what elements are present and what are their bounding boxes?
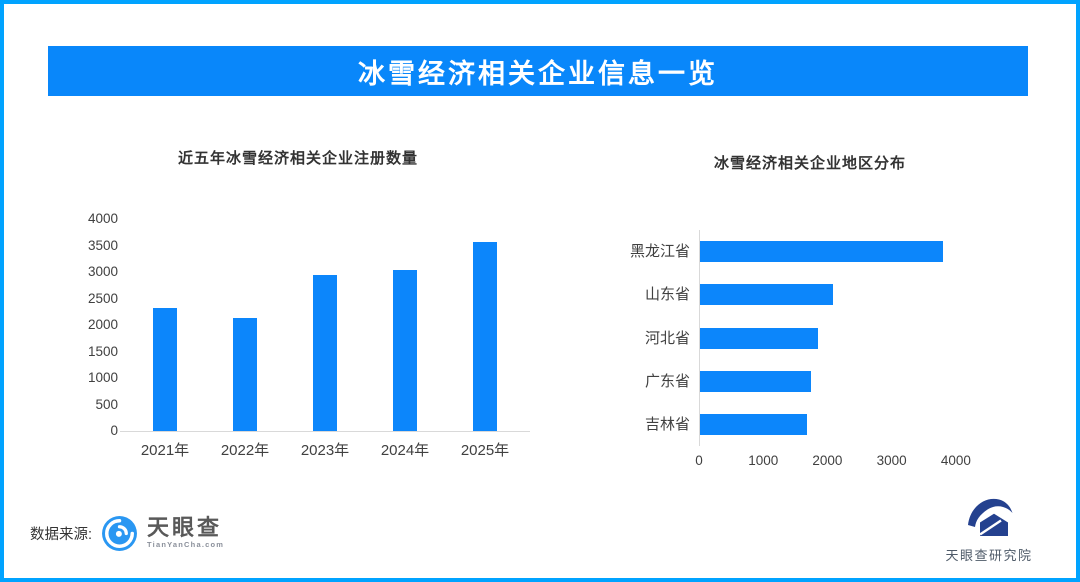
tianyancha-domain: TianYanCha.com xyxy=(147,540,225,550)
y-axis-line xyxy=(699,230,700,446)
bar-吉林省 xyxy=(700,413,807,435)
bar-黑龙江省 xyxy=(700,241,944,263)
y-axis-tick-label: 2000 xyxy=(87,317,118,332)
bar-2021年 xyxy=(153,308,177,431)
x-axis-tick-label: 4000 xyxy=(940,453,971,468)
x-axis-line xyxy=(120,431,530,432)
tianyancha-logo: 天眼查 TianYanCha.com xyxy=(147,517,224,549)
bar-2025年 xyxy=(473,241,497,431)
x-axis-tick-label: 1000 xyxy=(748,453,779,468)
y-axis-tick-label: 1000 xyxy=(87,370,118,385)
region-label: 吉林省 xyxy=(644,415,690,433)
page-title: 冰雪经济相关企业信息一览 xyxy=(358,58,718,89)
y-axis-tick-label: 2500 xyxy=(87,290,118,306)
x-axis-category-label: 2021年 xyxy=(140,442,190,459)
bar-山东省 xyxy=(700,284,833,306)
region-chart: 冰雪经济相关企业地区分布 黑龙江省山东省河北省广东省吉林省 0 1000 2000 30… xyxy=(610,140,1010,480)
registration-chart-title: 近五年冰雪经济相关企业注册数量 xyxy=(177,150,418,167)
x-axis-tick-label: 2000 xyxy=(812,453,843,468)
region-label: 广东省 xyxy=(644,372,690,390)
bar-2023年 xyxy=(313,274,337,431)
y-axis-tick-label: 3500 xyxy=(87,237,118,253)
x-axis-tick-label: 3000 xyxy=(876,453,907,468)
bar-河北省 xyxy=(700,327,819,349)
bar-2024年 xyxy=(393,269,417,431)
y-axis-tick-label: 3000 xyxy=(87,264,118,279)
region-label: 河北省 xyxy=(644,329,690,347)
research-institute-logo: 天眼查研究院 xyxy=(933,492,1045,564)
region-label: 山东省 xyxy=(644,286,690,304)
header-banner: 冰雪经济相关企业信息一览 xyxy=(48,46,1028,96)
x-axis-category-label: 2023年 xyxy=(300,442,350,459)
y-axis-tick-label: 4000 xyxy=(87,211,118,226)
x-axis-category-label: 2024年 xyxy=(380,442,430,459)
y-axis-tick-label: 0 xyxy=(110,423,118,438)
bar-广东省 xyxy=(700,370,812,392)
x-axis-tick-label: 0 xyxy=(695,453,703,468)
tianyancha-swirl-icon xyxy=(101,515,138,552)
research-institute-name: 天眼查研究院 xyxy=(945,548,1033,563)
tianyancha-wordmark: 天眼查 xyxy=(147,515,223,541)
region-label: 黑龙江省 xyxy=(629,243,690,261)
tianyancha-research-icon xyxy=(962,492,1016,543)
bar-2022年 xyxy=(233,318,257,431)
registration-chart: 近五年冰雪经济相关企业注册数量 0 500 1000 1500 2000 2500 3000… xyxy=(68,140,530,480)
x-axis-category-label: 2022年 xyxy=(220,442,270,459)
data-source-label: 数据来源: xyxy=(30,526,93,543)
y-axis-tick-label: 1500 xyxy=(87,343,118,359)
region-chart-title: 冰雪经济相关企业地区分布 xyxy=(713,155,906,172)
x-axis-category-label: 2025年 xyxy=(460,442,510,459)
data-source-attribution: 数据来源: 天眼查 TianYanCha.com xyxy=(30,510,224,556)
y-axis-tick-label: 500 xyxy=(95,396,118,412)
